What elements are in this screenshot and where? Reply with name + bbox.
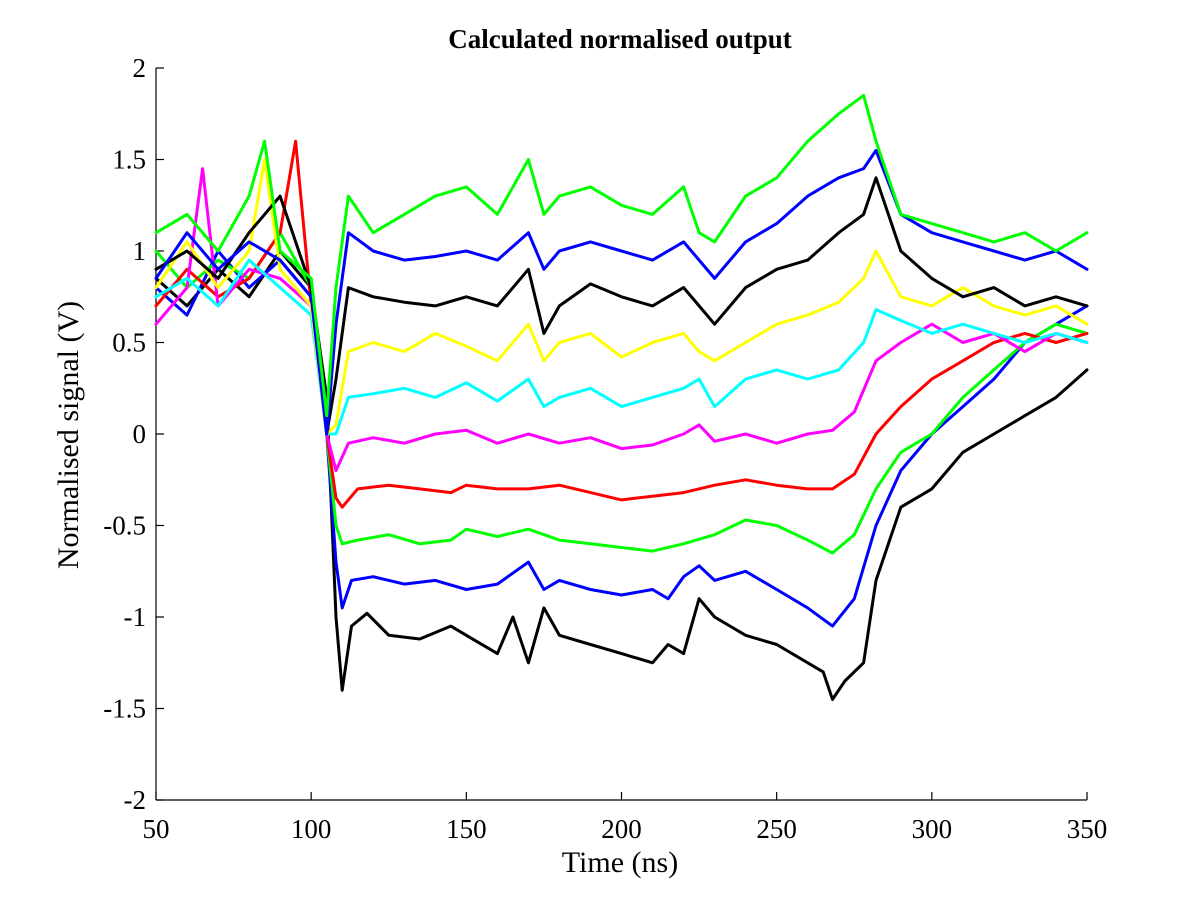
series-line-5 [154, 167, 1089, 473]
x-tick-label: 150 [446, 814, 487, 844]
y-tick-label: -1 [124, 602, 147, 632]
series-line-1 [154, 249, 1089, 701]
y-tick-label: 1.5 [112, 145, 146, 175]
series-line-2 [154, 249, 1089, 628]
y-tick-label: 2 [133, 53, 147, 83]
x-axis-label: Time (ns) [562, 846, 678, 879]
series-group [154, 93, 1089, 701]
plot-frame [155, 68, 1087, 801]
x-tick-label: 100 [291, 814, 332, 844]
x-tick-label: 350 [1067, 814, 1108, 844]
y-axis-label: Normalised signal (V) [52, 301, 85, 569]
y-tick-label: 0 [133, 419, 147, 449]
y-tick-label: 1 [133, 236, 147, 266]
y-axis: -2 -1.5 -1 -0.5 0 0.5 1 1.5 2 [103, 53, 164, 815]
chart-title: Calculated normalised output [448, 24, 792, 54]
series-line-10 [154, 93, 1089, 418]
y-tick-label: -0.5 [103, 511, 146, 541]
y-tick-label: -2 [124, 785, 147, 815]
x-tick-label: 200 [601, 814, 642, 844]
x-axis: 50 100 150 200 250 300 350 [143, 792, 1108, 844]
x-tick-label: 300 [912, 814, 953, 844]
y-tick-label: -1.5 [103, 694, 146, 724]
series-line-8 [154, 176, 1089, 436]
x-tick-label: 250 [756, 814, 797, 844]
y-tick-label: 0.5 [112, 328, 146, 358]
series-line-4 [154, 139, 1089, 509]
x-tick-label: 50 [143, 814, 170, 844]
